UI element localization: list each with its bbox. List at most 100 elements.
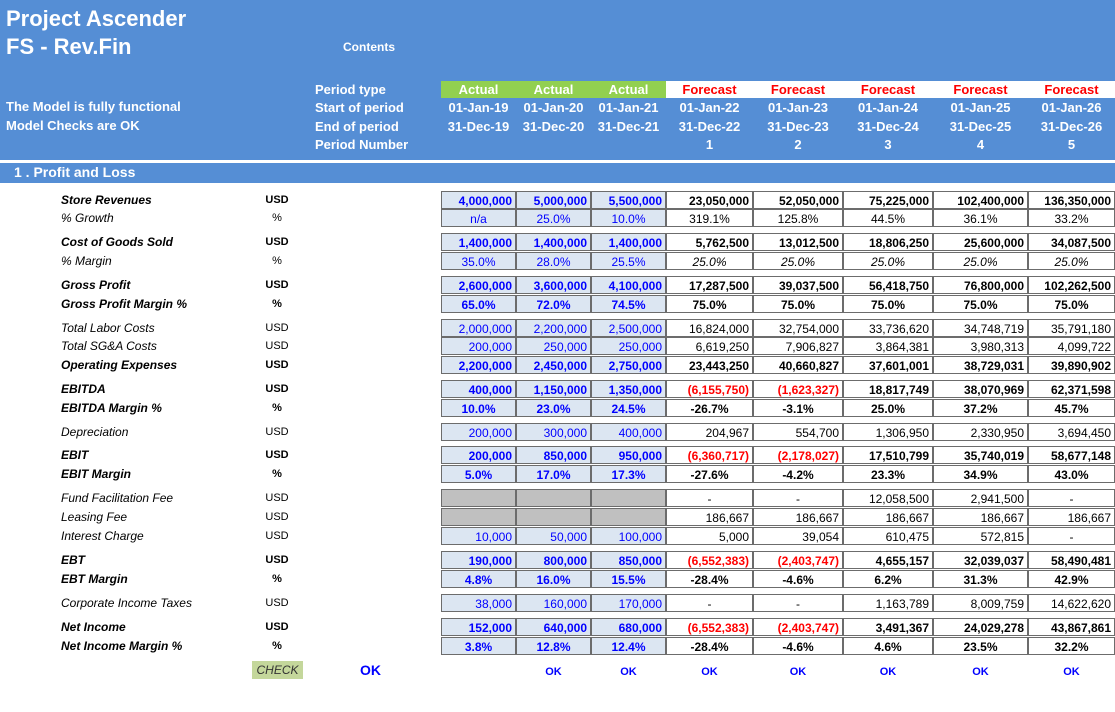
value-cell[interactable]: 25.0% bbox=[843, 252, 933, 270]
value-cell[interactable]: 37.2% bbox=[933, 399, 1028, 417]
value-cell[interactable]: 37,601,001 bbox=[843, 356, 933, 374]
value-cell[interactable]: 38,000 bbox=[441, 594, 516, 612]
value-cell[interactable]: 42.9% bbox=[1028, 570, 1115, 588]
value-cell[interactable]: 39,054 bbox=[753, 527, 843, 545]
value-cell[interactable]: 52,050,000 bbox=[753, 191, 843, 209]
value-cell[interactable]: 554,700 bbox=[753, 423, 843, 441]
value-cell[interactable]: 34.9% bbox=[933, 465, 1028, 483]
value-cell[interactable]: 62,371,598 bbox=[1028, 380, 1115, 398]
value-cell[interactable]: 2,000,000 bbox=[441, 319, 516, 337]
value-cell[interactable]: 31.3% bbox=[933, 570, 1028, 588]
value-cell[interactable]: 35,791,180 bbox=[1028, 319, 1115, 337]
value-cell[interactable]: 25,600,000 bbox=[933, 233, 1028, 251]
value-cell[interactable]: 17,287,500 bbox=[666, 276, 753, 294]
value-cell[interactable] bbox=[591, 508, 666, 526]
value-cell[interactable]: 75.0% bbox=[666, 295, 753, 313]
value-cell[interactable]: 2,200,000 bbox=[516, 319, 591, 337]
value-cell[interactable]: 8,009,759 bbox=[933, 594, 1028, 612]
value-cell[interactable]: 28.0% bbox=[516, 252, 591, 270]
value-cell[interactable]: 125.8% bbox=[753, 209, 843, 227]
value-cell[interactable]: - bbox=[1028, 527, 1115, 545]
value-cell[interactable]: -4.6% bbox=[753, 637, 843, 655]
value-cell[interactable]: 572,815 bbox=[933, 527, 1028, 545]
value-cell[interactable]: 136,350,000 bbox=[1028, 191, 1115, 209]
value-cell[interactable]: 186,667 bbox=[1028, 508, 1115, 526]
value-cell[interactable]: 16,824,000 bbox=[666, 319, 753, 337]
value-cell[interactable]: 2,941,500 bbox=[933, 489, 1028, 507]
value-cell[interactable]: -27.6% bbox=[666, 465, 753, 483]
value-cell[interactable]: 18,817,749 bbox=[843, 380, 933, 398]
value-cell[interactable]: 40,660,827 bbox=[753, 356, 843, 374]
value-cell[interactable]: 44.5% bbox=[843, 209, 933, 227]
value-cell[interactable]: 12.4% bbox=[591, 637, 666, 655]
value-cell[interactable]: 75,225,000 bbox=[843, 191, 933, 209]
value-cell[interactable]: 43.0% bbox=[1028, 465, 1115, 483]
value-cell[interactable] bbox=[516, 489, 591, 507]
value-cell[interactable]: 32.2% bbox=[1028, 637, 1115, 655]
value-cell[interactable]: 160,000 bbox=[516, 594, 591, 612]
value-cell[interactable]: 2,200,000 bbox=[441, 356, 516, 374]
value-cell[interactable]: - bbox=[666, 489, 753, 507]
value-cell[interactable] bbox=[441, 508, 516, 526]
value-cell[interactable]: 3,491,367 bbox=[843, 618, 933, 636]
value-cell[interactable]: 204,967 bbox=[666, 423, 753, 441]
value-cell[interactable]: 10.0% bbox=[441, 399, 516, 417]
value-cell[interactable]: 200,000 bbox=[441, 423, 516, 441]
value-cell[interactable]: (6,155,750) bbox=[666, 380, 753, 398]
value-cell[interactable]: 50,000 bbox=[516, 527, 591, 545]
value-cell[interactable]: -26.7% bbox=[666, 399, 753, 417]
value-cell[interactable]: 1,400,000 bbox=[441, 233, 516, 251]
value-cell[interactable]: 250,000 bbox=[591, 337, 666, 355]
value-cell[interactable]: -28.4% bbox=[666, 637, 753, 655]
value-cell[interactable]: 12,058,500 bbox=[843, 489, 933, 507]
value-cell[interactable]: 32,039,037 bbox=[933, 551, 1028, 569]
value-cell[interactable]: 15.5% bbox=[591, 570, 666, 588]
value-cell[interactable] bbox=[441, 489, 516, 507]
value-cell[interactable]: (6,552,383) bbox=[666, 551, 753, 569]
value-cell[interactable]: 33,736,620 bbox=[843, 319, 933, 337]
value-cell[interactable]: 2,600,000 bbox=[441, 276, 516, 294]
value-cell[interactable]: 72.0% bbox=[516, 295, 591, 313]
value-cell[interactable]: 2,750,000 bbox=[591, 356, 666, 374]
value-cell[interactable]: 4,099,722 bbox=[1028, 337, 1115, 355]
value-cell[interactable]: - bbox=[753, 489, 843, 507]
value-cell[interactable]: 186,667 bbox=[843, 508, 933, 526]
value-cell[interactable]: 2,500,000 bbox=[591, 319, 666, 337]
value-cell[interactable]: 186,667 bbox=[753, 508, 843, 526]
value-cell[interactable]: 35,740,019 bbox=[933, 446, 1028, 464]
value-cell[interactable]: 4,100,000 bbox=[591, 276, 666, 294]
value-cell[interactable]: 1,163,789 bbox=[843, 594, 933, 612]
value-cell[interactable]: 14,622,620 bbox=[1028, 594, 1115, 612]
value-cell[interactable]: 58,677,148 bbox=[1028, 446, 1115, 464]
value-cell[interactable]: 23.3% bbox=[843, 465, 933, 483]
value-cell[interactable]: (2,178,027) bbox=[753, 446, 843, 464]
value-cell[interactable]: 25.0% bbox=[843, 399, 933, 417]
value-cell[interactable]: 39,890,902 bbox=[1028, 356, 1115, 374]
value-cell[interactable]: 5,762,500 bbox=[666, 233, 753, 251]
value-cell[interactable]: -28.4% bbox=[666, 570, 753, 588]
value-cell[interactable]: n/a bbox=[441, 209, 516, 227]
value-cell[interactable]: 4.8% bbox=[441, 570, 516, 588]
value-cell[interactable]: (1,623,327) bbox=[753, 380, 843, 398]
value-cell[interactable]: 100,000 bbox=[591, 527, 666, 545]
value-cell[interactable]: -4.2% bbox=[753, 465, 843, 483]
value-cell[interactable]: 24.5% bbox=[591, 399, 666, 417]
value-cell[interactable]: -3.1% bbox=[753, 399, 843, 417]
value-cell[interactable]: 34,748,719 bbox=[933, 319, 1028, 337]
value-cell[interactable]: 850,000 bbox=[516, 446, 591, 464]
value-cell[interactable]: 186,667 bbox=[666, 508, 753, 526]
value-cell[interactable]: - bbox=[1028, 489, 1115, 507]
value-cell[interactable]: 3.8% bbox=[441, 637, 516, 655]
value-cell[interactable]: 25.0% bbox=[1028, 252, 1115, 270]
value-cell[interactable]: 5.0% bbox=[441, 465, 516, 483]
value-cell[interactable]: 25.0% bbox=[666, 252, 753, 270]
value-cell[interactable]: 3,600,000 bbox=[516, 276, 591, 294]
value-cell[interactable]: 45.7% bbox=[1028, 399, 1115, 417]
value-cell[interactable]: 1,150,000 bbox=[516, 380, 591, 398]
value-cell[interactable]: 152,000 bbox=[441, 618, 516, 636]
value-cell[interactable]: 65.0% bbox=[441, 295, 516, 313]
value-cell[interactable]: 3,694,450 bbox=[1028, 423, 1115, 441]
value-cell[interactable]: 75.0% bbox=[843, 295, 933, 313]
value-cell[interactable]: 17,510,799 bbox=[843, 446, 933, 464]
value-cell[interactable]: 300,000 bbox=[516, 423, 591, 441]
